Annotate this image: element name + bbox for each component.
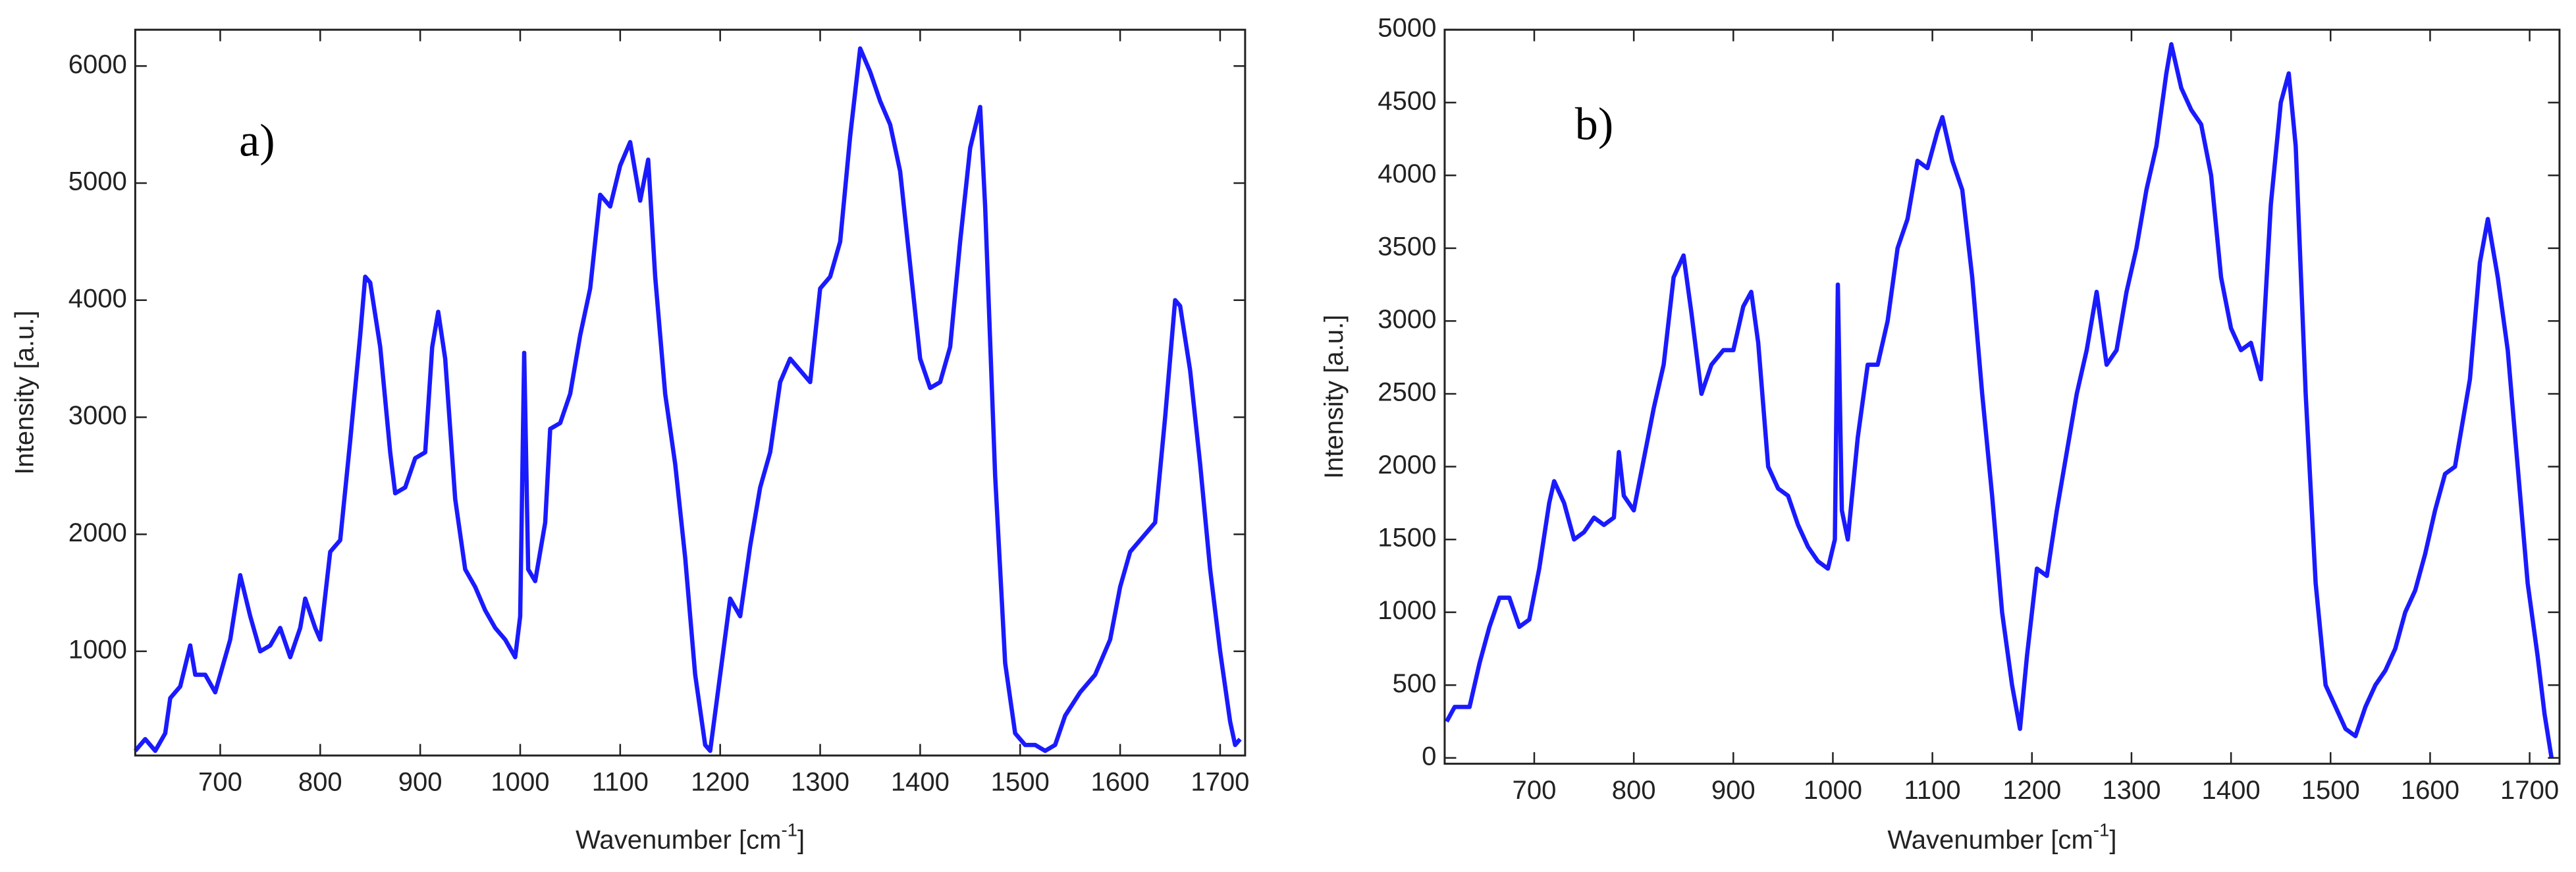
y-tick-label: 2000 [1378,450,1436,479]
y-tick-label: 1000 [68,636,127,665]
x-axis-label: Wavenumber [cm-1] [1887,820,2116,854]
y-tick-label: 1000 [1378,596,1436,625]
x-tick-label: 800 [1612,776,1656,805]
x-tick-label: 700 [198,767,242,796]
spectrum-line [133,46,1242,753]
x-label-superscript: -1 [2093,820,2109,840]
x-label-suffix: ] [797,825,805,854]
x-tick-label: 1300 [791,767,849,796]
x-tick-label: 1400 [891,767,950,796]
y-tick-label: 2000 [68,518,127,547]
y-tick-label: 2500 [1378,378,1436,407]
y-tick-label: 3000 [68,401,127,430]
x-axis-label: Wavenumber [cm-1] [576,820,805,854]
x-tick-label: 700 [1513,776,1557,805]
x-tick-label: 1600 [1091,767,1150,796]
x-tick-label: 1000 [1804,776,1862,805]
y-axis-label: Intensity [a.u.] [1320,315,1349,479]
plot-frame [134,28,1247,757]
annotation: b) [1575,99,1613,150]
x-tick-label: 1700 [1191,767,1249,796]
y-tick-label: 3000 [1378,305,1436,334]
y-tick-label: 0 [1422,742,1436,771]
y-tick-label: 4500 [1378,86,1436,115]
y-tick-label: 6000 [68,50,127,79]
x-tick-label: 1500 [2301,776,2360,805]
y-axis-label: Intensity [a.u.] [11,310,40,474]
x-tick-label: 1400 [2202,776,2261,805]
x-tick-label: 1200 [2002,776,2061,805]
x-tick-label: 1500 [991,767,1050,796]
x-tick-label: 800 [298,767,342,796]
y-tick-label: 5000 [1378,14,1436,43]
x-tick-label: 1100 [592,767,649,796]
y-tick-label: 3500 [1378,232,1436,261]
y-tick-label: 500 [1393,669,1437,698]
y-tick-label: 5000 [68,167,127,196]
y-tick-label: 1500 [1378,524,1436,553]
x-tick-label: 1100 [1904,776,1961,805]
annotation: a) [239,116,275,167]
plot-frame [1443,28,2561,765]
x-tick-label: 900 [1711,776,1756,805]
y-tick-label: 4000 [68,284,127,313]
x-tick-label: 900 [398,767,443,796]
x-label-text: Wavenumber [cm [1887,825,2093,854]
x-tick-label: 1300 [2102,776,2160,805]
x-tick-label: 1700 [2500,776,2559,805]
x-tick-label: 1200 [691,767,749,796]
x-tick-label: 1000 [491,767,549,796]
x-label-text: Wavenumber [cm [576,825,781,854]
y-tick-label: 4000 [1378,159,1436,188]
x-tick-label: 1600 [2401,776,2459,805]
spectrum-line [1445,42,2554,759]
x-label-superscript: -1 [782,820,797,840]
x-label-suffix: ] [2109,825,2116,854]
